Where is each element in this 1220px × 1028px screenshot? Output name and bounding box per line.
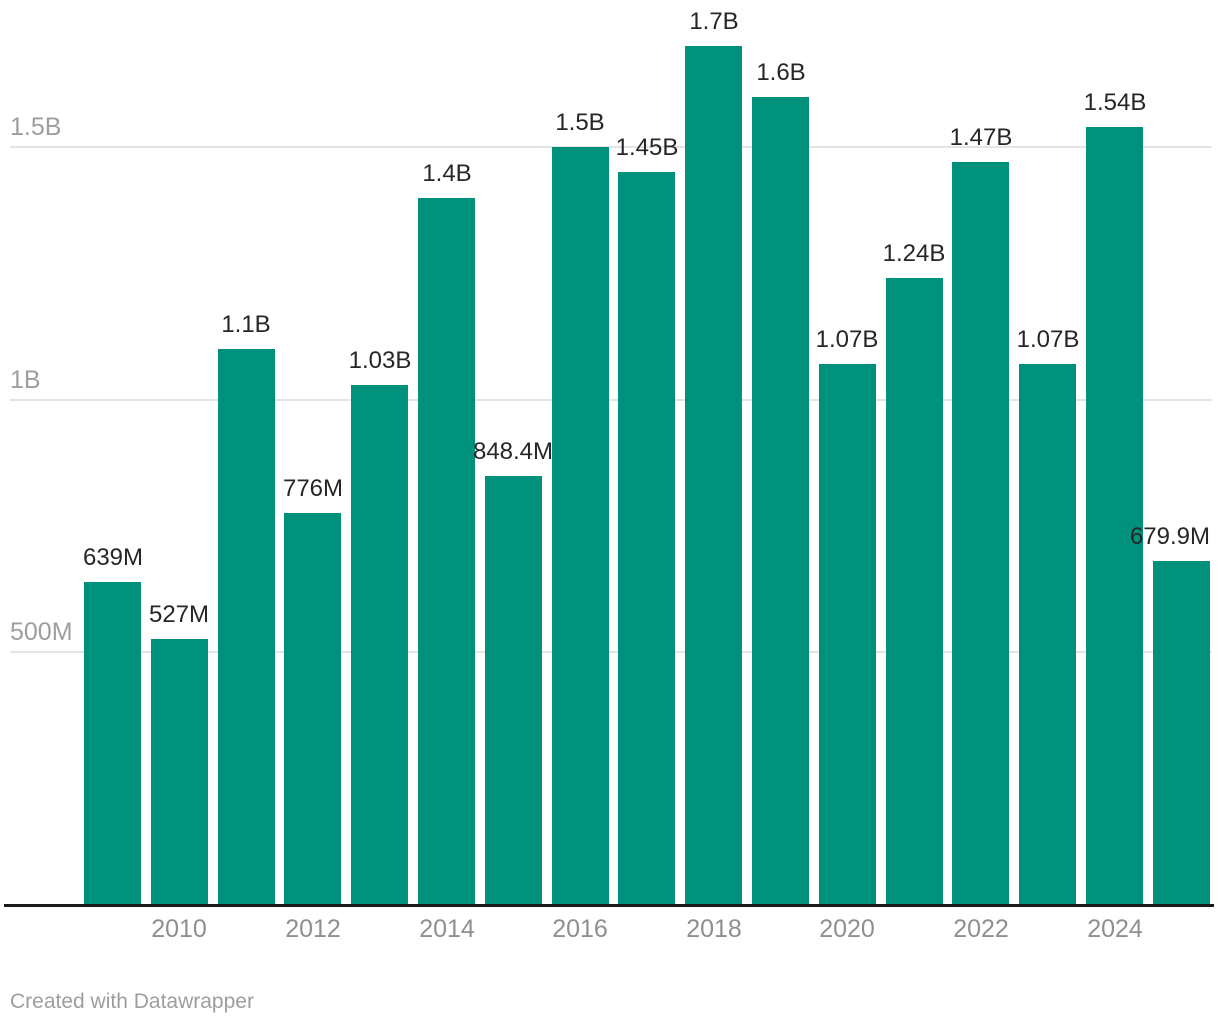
bar-2018[interactable]: [685, 46, 742, 905]
bar-value-label: 679.9M: [1129, 523, 1210, 550]
bar-2022[interactable]: [952, 162, 1009, 905]
bar-2024[interactable]: [1086, 127, 1143, 905]
bar-value-label: 1.07B: [1016, 326, 1080, 353]
y-tick-label: 500M: [10, 618, 73, 646]
bar-2014[interactable]: [418, 198, 475, 905]
bar-value-label: 1.03B: [348, 347, 412, 374]
gridline-500M: [10, 651, 1212, 653]
bar-value-label: 1.7B: [689, 8, 739, 35]
x-tick-label: 2024: [1087, 915, 1143, 943]
bar-2019[interactable]: [752, 97, 809, 905]
bar-2016[interactable]: [552, 147, 609, 905]
x-tick-label: 2020: [819, 915, 875, 943]
bar-2015[interactable]: [485, 476, 542, 905]
x-tick-label: 2014: [419, 915, 475, 943]
bar-2011[interactable]: [218, 349, 275, 905]
x-tick-label: 2022: [953, 915, 1009, 943]
bar-value-label: 848.4M: [472, 438, 554, 465]
bar-2010[interactable]: [151, 639, 208, 905]
bar-value-label: 1.45B: [615, 134, 679, 161]
bar-value-label: 1.54B: [1083, 89, 1147, 116]
datawrapper-attribution-link[interactable]: Created with Datawrapper: [10, 990, 254, 1013]
x-tick-label: 2012: [285, 915, 341, 943]
bar-value-label: 1.24B: [882, 240, 946, 267]
bar-value-label: 1.4B: [422, 160, 472, 187]
bar-value-label: 1.6B: [756, 59, 806, 86]
bar-value-label: 1.07B: [815, 326, 879, 353]
bar-value-label: 639M: [82, 544, 144, 571]
gridline-1B: [10, 399, 1212, 401]
bar-2013[interactable]: [351, 385, 408, 905]
y-tick-label: 1B: [10, 366, 41, 394]
bar-2009[interactable]: [84, 582, 141, 905]
bar-value-label: 1.1B: [221, 311, 271, 338]
x-tick-label: 2018: [686, 915, 742, 943]
x-axis-baseline: [4, 904, 1214, 907]
y-tick-label: 1.5B: [10, 113, 62, 141]
bar-value-label: 776M: [282, 475, 344, 502]
bar-value-label: 1.47B: [949, 124, 1013, 151]
bar-value-label: 1.5B: [555, 109, 605, 136]
bar-2017[interactable]: [618, 172, 675, 905]
bar-value-label: 527M: [148, 601, 210, 628]
x-tick-label: 2010: [151, 915, 207, 943]
bar-2020[interactable]: [819, 364, 876, 905]
bar-2012[interactable]: [284, 513, 341, 905]
bar-2021[interactable]: [886, 278, 943, 905]
bar-2023[interactable]: [1019, 364, 1076, 905]
gridline-1.5B: [10, 146, 1212, 148]
bar-2025[interactable]: [1153, 561, 1210, 905]
x-tick-label: 2016: [552, 915, 608, 943]
